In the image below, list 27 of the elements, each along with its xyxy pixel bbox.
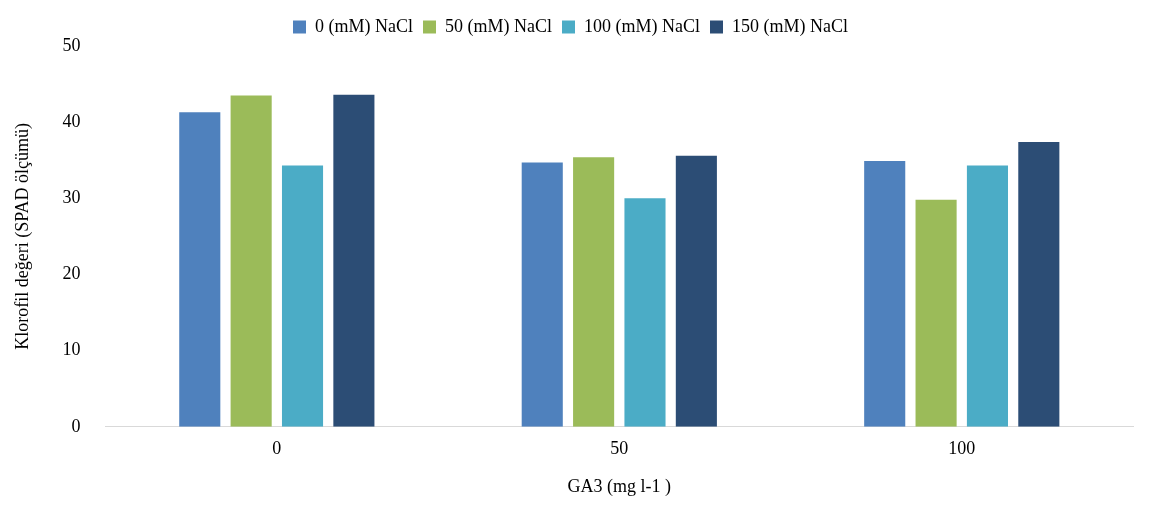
bar: [521, 162, 563, 427]
x-tick-label: 50: [610, 438, 629, 459]
bar: [864, 161, 906, 427]
bar: [230, 95, 272, 427]
legend-label: 100 (mM) NaCl: [584, 15, 700, 37]
legend-label: 0 (mM) NaCl: [315, 15, 414, 37]
x-axis-title: GA3 (mg l-1 ): [567, 475, 672, 497]
y-tick-label: 20: [62, 263, 81, 284]
bar: [966, 165, 1008, 427]
bar: [179, 112, 221, 427]
bar: [1018, 141, 1060, 427]
bar: [281, 165, 324, 427]
bar: [915, 199, 957, 427]
bar: [675, 155, 717, 427]
y-tick-label: 50: [62, 34, 81, 55]
x-tick-label: 100: [948, 438, 976, 459]
x-tick-label: 0: [272, 438, 282, 459]
y-tick-label: 10: [62, 339, 81, 360]
legend-label: 50 (mM) NaCl: [445, 15, 553, 37]
bar: [624, 198, 666, 427]
y-tick-label: 30: [62, 187, 81, 208]
bar: [333, 94, 375, 427]
bar: [573, 157, 615, 427]
legend-label: 150 (mM) NaCl: [731, 15, 848, 37]
y-tick-label: 40: [62, 110, 81, 131]
y-axis-title: Klorofil değeri (SPAD ölçümü): [11, 122, 33, 350]
y-tick-label: 0: [71, 415, 81, 436]
